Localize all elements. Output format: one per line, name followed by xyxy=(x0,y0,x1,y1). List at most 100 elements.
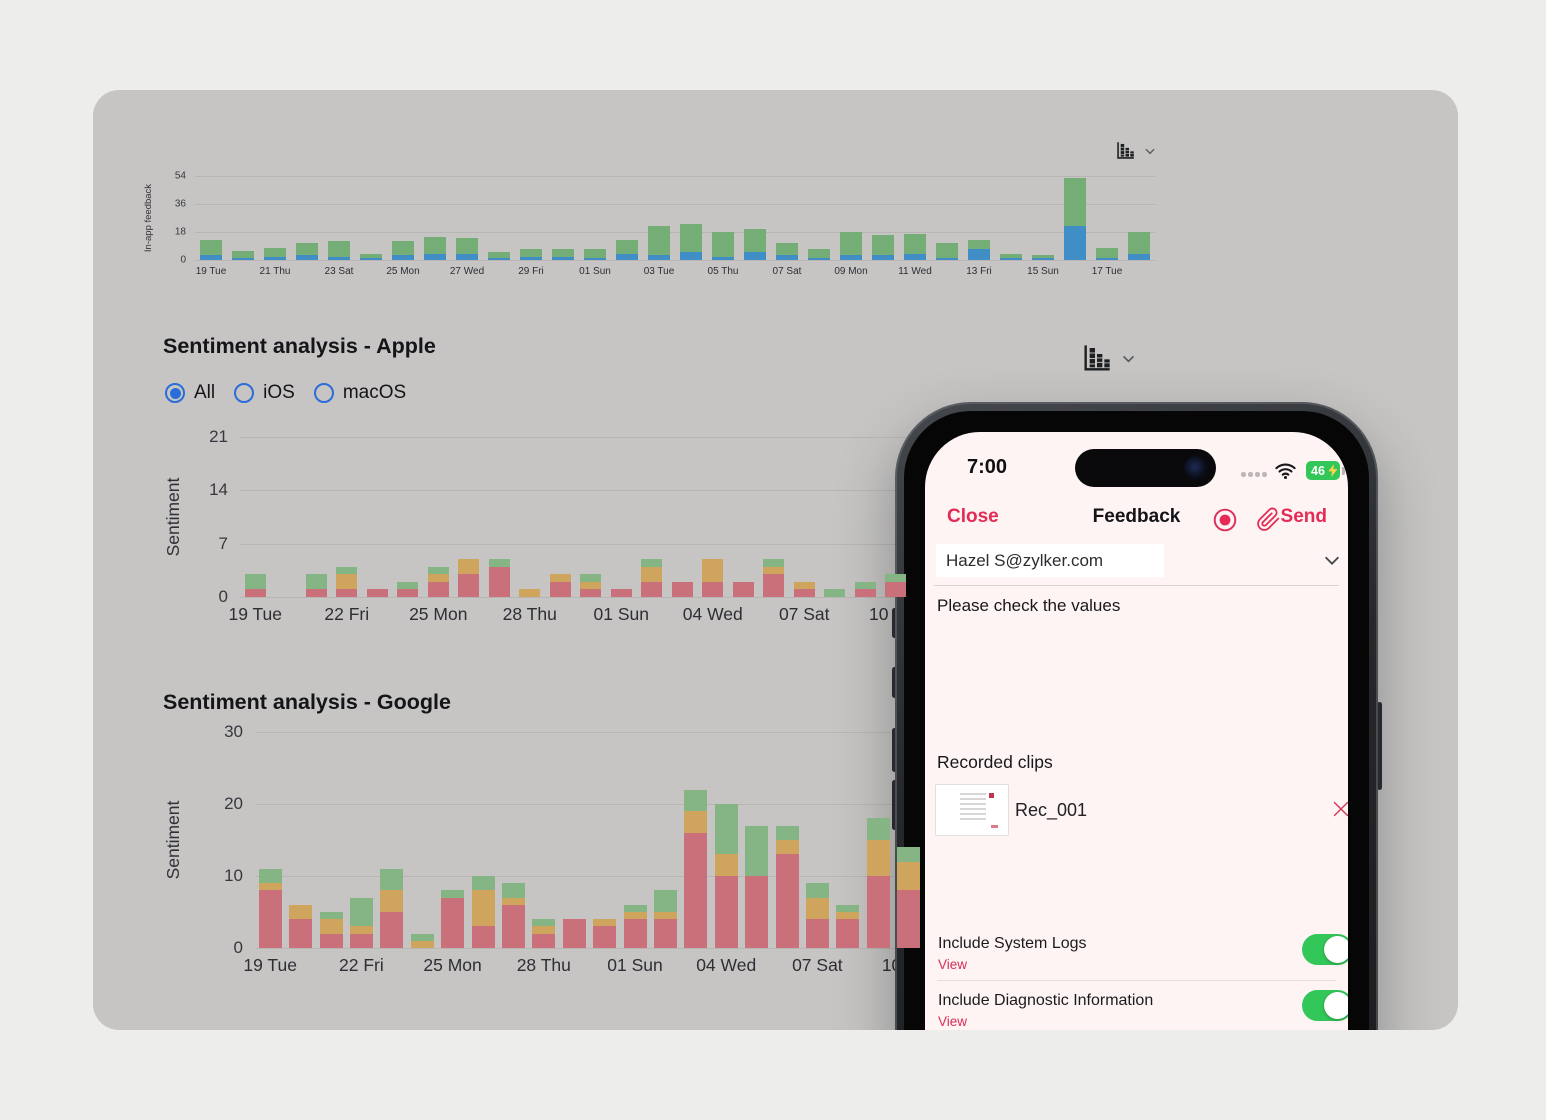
radio-all[interactable]: All xyxy=(165,382,215,404)
include-system-logs-toggle[interactable] xyxy=(1302,934,1348,965)
bar-segment-red xyxy=(319,933,343,948)
feedback-chart-type-menu[interactable] xyxy=(1115,140,1157,161)
x-tick-label: 01 Sun xyxy=(579,266,611,277)
gridline xyxy=(255,948,1155,949)
bar-segment-red xyxy=(289,919,313,948)
phone-mockup: 7:00 46 xyxy=(891,402,1382,1030)
gridline xyxy=(240,597,1155,598)
x-tick-label: 25 Mon xyxy=(409,604,468,624)
close-button[interactable]: Close xyxy=(947,506,999,527)
bar-segment-orange xyxy=(866,840,890,876)
radio-macos[interactable]: macOS xyxy=(313,382,406,404)
bar-segment-green xyxy=(244,574,266,590)
x-tick-label: 01 Sun xyxy=(593,604,649,624)
bar-segment-red xyxy=(702,581,724,597)
power-button[interactable] xyxy=(1376,702,1382,790)
bar-segment-green xyxy=(836,904,860,912)
bar-segment-blue xyxy=(1096,258,1118,260)
wifi-icon xyxy=(1275,463,1296,480)
bar-segment-red xyxy=(793,589,815,597)
radio-ios-circle[interactable] xyxy=(234,383,255,403)
radio-ios[interactable]: iOS xyxy=(234,382,295,404)
phone-bezel: 7:00 46 xyxy=(904,411,1369,1030)
y-tick-label: 36 xyxy=(174,198,186,210)
feedback-y-axis-label: In-app feedback xyxy=(143,183,154,253)
bar-segment-blue xyxy=(232,258,254,260)
bar-segment-orange xyxy=(336,574,358,590)
phone-screen: 7:00 46 xyxy=(925,432,1348,1030)
bar-segment-green xyxy=(808,249,830,259)
thumbnail-red-dash xyxy=(991,825,998,828)
email-field-highlight[interactable] xyxy=(936,544,1164,577)
x-tick-label: 09 Mon xyxy=(834,266,868,277)
radio-all-circle[interactable] xyxy=(165,383,185,403)
chevron-down-icon xyxy=(1122,355,1135,363)
bar-segment-blue xyxy=(200,255,222,260)
clip-thumbnail[interactable] xyxy=(935,784,1009,836)
bar-segment-green xyxy=(380,868,404,891)
x-tick-label: 29 Fri xyxy=(518,266,544,277)
action-button[interactable] xyxy=(891,608,897,638)
view-diagnostic-information-link[interactable]: View xyxy=(938,1014,968,1029)
bar-segment-orange xyxy=(702,558,724,582)
email-chevron-down-icon[interactable] xyxy=(1321,549,1343,571)
delete-clip-icon[interactable] xyxy=(1330,798,1348,820)
bar-segment-green xyxy=(824,589,846,597)
volume-down-button[interactable] xyxy=(891,780,897,830)
bar-segment-red xyxy=(244,589,266,597)
bar-segment-red xyxy=(866,876,890,948)
bar-segment-green xyxy=(410,933,434,941)
bar-segment-green xyxy=(488,558,510,567)
gridline xyxy=(240,490,1155,492)
apple-chart-title: Sentiment analysis - Apple xyxy=(163,334,436,358)
include-diagnostic-information-toggle[interactable] xyxy=(1302,990,1348,1021)
record-icon[interactable] xyxy=(1212,507,1238,533)
x-tick-label: 19 Tue xyxy=(228,604,283,624)
bar-segment-orange xyxy=(471,890,495,927)
bar-segment-green xyxy=(232,250,254,259)
bar-segment-blue xyxy=(264,256,286,260)
send-button[interactable]: Send xyxy=(1280,506,1327,527)
bar-segment-orange xyxy=(714,854,738,876)
y-tick-label: 20 xyxy=(224,794,243,813)
apple-platform-filter: All iOS macOS xyxy=(165,382,406,404)
email-field-value[interactable]: Hazel S@zylker.com xyxy=(946,551,1104,570)
bar-segment-red xyxy=(684,832,708,948)
volume-up-button[interactable] xyxy=(891,728,897,772)
bar-segment-green xyxy=(648,225,670,256)
bar-segment-red xyxy=(885,581,907,597)
bar-segment-red xyxy=(380,912,404,948)
status-time: 7:00 xyxy=(967,456,1008,478)
bar-segment-green xyxy=(763,558,785,567)
bar-segment-green xyxy=(854,581,876,590)
bar-segment-blue xyxy=(712,256,734,260)
bar-segment-red xyxy=(805,919,829,948)
radio-macos-circle[interactable] xyxy=(313,383,334,403)
bar-segment-green xyxy=(653,890,677,912)
view-system-logs-link[interactable]: View xyxy=(938,957,968,972)
y-tick-label: 0 xyxy=(218,587,228,606)
x-tick-label: 13 Fri xyxy=(966,266,992,277)
bar-segment-blue xyxy=(1128,253,1150,260)
feedback-message-text[interactable]: Please check the values xyxy=(937,596,1121,615)
apple-chart-type-menu[interactable] xyxy=(1081,342,1137,374)
bar-segment-green xyxy=(397,581,419,590)
bar-segment-red xyxy=(745,876,769,948)
bar-segment-orange xyxy=(623,912,647,920)
attachment-paperclip-icon[interactable] xyxy=(1256,507,1281,532)
x-tick-label: 25 Mon xyxy=(423,955,482,975)
bar-segment-green xyxy=(904,233,926,254)
google-chart-title: Sentiment analysis - Google xyxy=(163,690,451,714)
bar-segment-red xyxy=(549,581,571,597)
sim-tray xyxy=(891,667,897,698)
bar-segment-green xyxy=(360,253,382,259)
bar-segment-orange xyxy=(793,581,815,590)
bar-segment-blue xyxy=(904,253,926,260)
bar-segment-orange xyxy=(532,926,556,934)
bar-segment-blue xyxy=(872,255,894,260)
bar-segment-blue xyxy=(776,255,798,260)
bar-segment-orange xyxy=(319,919,343,934)
x-tick-label: 07 Sat xyxy=(778,604,830,624)
bar-segment-red xyxy=(471,926,495,948)
x-tick-label: 19 Tue xyxy=(195,266,227,277)
